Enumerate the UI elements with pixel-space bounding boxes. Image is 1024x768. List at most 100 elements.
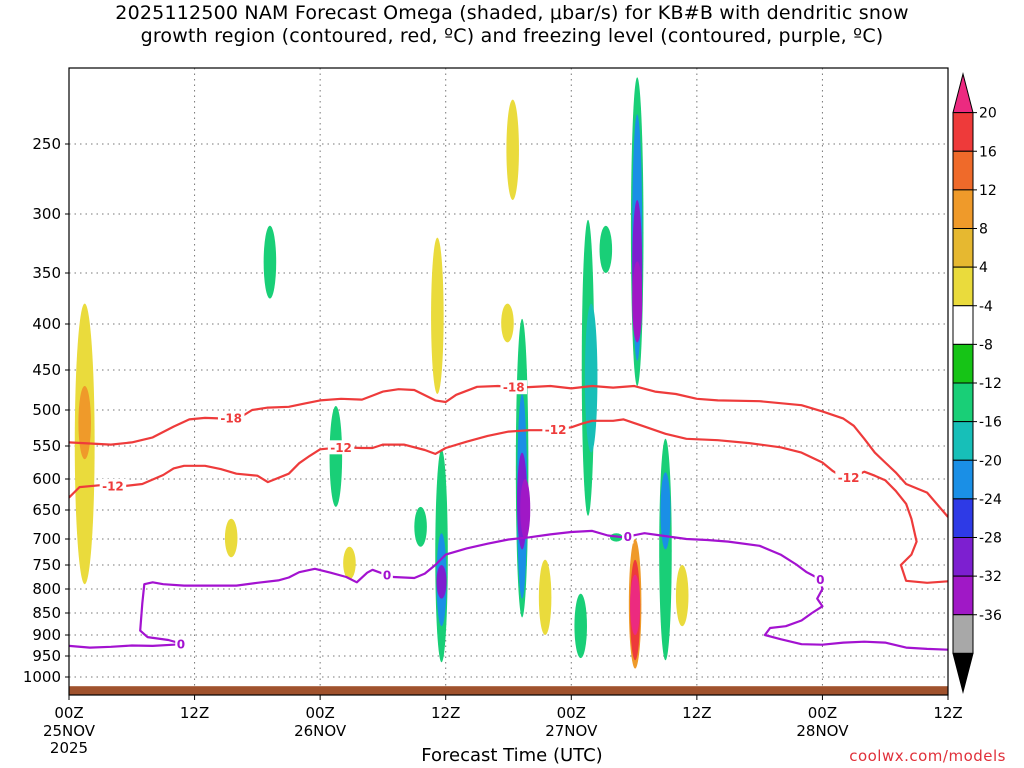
contour-label-bg xyxy=(327,440,355,455)
colorbar-swatch xyxy=(952,421,974,461)
x-tick-date: 28NOV xyxy=(796,722,849,740)
contour-label: -12 xyxy=(545,423,567,437)
colorbar-label: 20 xyxy=(979,106,997,122)
x-tick-label: 12Z xyxy=(180,704,209,722)
colorbar-swatch xyxy=(952,575,974,616)
colorbar-swatch xyxy=(952,189,974,229)
credit-link[interactable]: coolwx.com/models xyxy=(849,747,1006,765)
x-tick-label: 00Z xyxy=(808,704,837,722)
x-tick-label: 00Z xyxy=(557,704,586,722)
contour-label: -18 xyxy=(503,381,525,395)
contour-label-bg xyxy=(175,636,187,651)
colorbar-swatch xyxy=(952,382,974,423)
y-tick-label: 850 xyxy=(32,604,61,622)
x-tick-label: 12Z xyxy=(933,704,962,722)
contour-label-bg xyxy=(542,422,569,437)
y-tick-label: 450 xyxy=(32,361,61,379)
y-tick-label: 350 xyxy=(32,264,61,282)
omega-cell xyxy=(78,386,91,460)
colorbar-swatch xyxy=(952,614,974,654)
contour-label: -12 xyxy=(838,471,860,485)
x-tick-date: 26NOV xyxy=(294,722,347,740)
x-tick-date: 27NOV xyxy=(545,722,598,740)
contour-label: 0 xyxy=(177,637,185,651)
omega-cell xyxy=(431,237,444,394)
y-tick-label: 700 xyxy=(32,530,61,548)
y-tick-label: 900 xyxy=(32,626,61,644)
y-tick-label: 750 xyxy=(32,556,61,574)
colorbar-label: -28 xyxy=(979,531,1002,547)
chart-title-line-2: growth region (contoured, red, ºC) and f… xyxy=(140,25,884,47)
colorbar-label: -16 xyxy=(979,415,1002,431)
omega-cell xyxy=(538,559,552,636)
contour-label-bg xyxy=(835,470,862,485)
y-tick-label: 250 xyxy=(32,135,61,153)
omega-cell xyxy=(574,593,587,659)
contour-label: 0 xyxy=(816,573,824,587)
contour-label-bg xyxy=(622,529,634,544)
omega-cell xyxy=(263,225,277,299)
contour-label: 0 xyxy=(383,568,391,582)
colorbar-label: 4 xyxy=(979,260,988,276)
omega-cell xyxy=(436,565,447,599)
y-tick-label: 500 xyxy=(32,401,61,419)
grid-lines xyxy=(69,68,948,695)
y-tick-label: 400 xyxy=(32,315,61,333)
colorbar-swatch xyxy=(952,343,974,384)
terrain xyxy=(69,686,948,695)
contour-label-bg xyxy=(217,410,245,425)
x-tick-date: 25NOV xyxy=(43,722,96,740)
contour-label-bg xyxy=(500,380,527,395)
y-tick-label: 800 xyxy=(32,580,61,598)
colorbar-swatch xyxy=(952,305,974,345)
omega-cell xyxy=(630,574,641,635)
colorbar-label: -36 xyxy=(979,608,1002,624)
colorbar-label: 16 xyxy=(979,144,997,160)
contour-line xyxy=(69,384,948,518)
colorbar-swatch xyxy=(952,228,974,268)
x-tick-label: 12Z xyxy=(682,704,711,722)
y-tick-label: 300 xyxy=(32,205,61,223)
contour-label-bg xyxy=(814,572,827,587)
omega-cell xyxy=(675,565,689,627)
colorbar-swatch xyxy=(952,498,974,538)
colorbar-swatch xyxy=(952,537,974,577)
x-tick-label: 00Z xyxy=(305,704,334,722)
contour-label: 0 xyxy=(624,530,632,544)
y-tick-label: 950 xyxy=(32,647,61,665)
colorbar-swatch xyxy=(952,112,974,152)
x-tick-label: 00Z xyxy=(54,704,83,722)
colorbar: 20 16 12 8 4 -4 -8 -12 -16 -20 -24 -28 -32 -36 xyxy=(952,72,1002,694)
x-tick-year: 2025 xyxy=(50,739,88,757)
omega-cell xyxy=(224,518,238,558)
plot-frame xyxy=(68,67,949,696)
colorbar-label: -24 xyxy=(979,492,1002,508)
colorbar-label: -32 xyxy=(979,569,1002,585)
omega-cell xyxy=(632,261,643,343)
colorbar-label: -12 xyxy=(979,376,1002,392)
y-tick-label: 650 xyxy=(32,501,61,519)
omega-cell xyxy=(599,225,613,273)
temperature-contours: -18 -18 -12 -12 -12 -12 0 0 0 0 xyxy=(69,380,948,651)
colorbar-swatch xyxy=(952,459,974,500)
x-axis-label: Forecast Time (UTC) xyxy=(421,745,603,766)
chart-title-line-1: 2025112500 NAM Forecast Omega (shaded, μ… xyxy=(115,2,909,24)
omega-cell xyxy=(584,303,598,453)
x-tick-label: 12Z xyxy=(431,704,460,722)
omega-cell xyxy=(506,99,519,200)
y-tick-label: 550 xyxy=(32,437,61,455)
omega-cell xyxy=(520,479,531,539)
omega-cell xyxy=(343,546,356,580)
terrain-band xyxy=(69,686,948,695)
contour-label: -12 xyxy=(102,479,124,493)
colorbar-label: -8 xyxy=(979,337,993,353)
omega-cell xyxy=(659,438,672,661)
omega-cell xyxy=(660,472,671,550)
colorbar-swatch xyxy=(952,150,974,191)
colorbar-label: -4 xyxy=(979,299,993,315)
y-tick-label: 600 xyxy=(32,470,61,488)
contour-line xyxy=(69,529,948,651)
contour-label-bg xyxy=(99,478,127,493)
